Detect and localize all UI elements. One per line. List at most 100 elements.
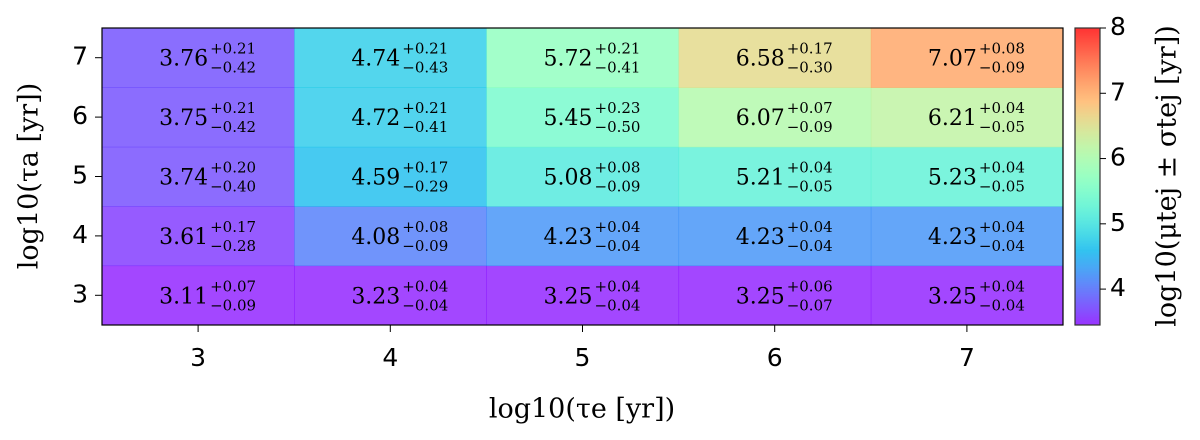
heatmap-cell: [678, 87, 872, 148]
cell-err-minus: −0.09: [787, 118, 833, 136]
heatmap-cell: [486, 146, 680, 207]
cell-err-minus: −0.41: [402, 118, 448, 136]
colorbar-tick-label: 8: [1110, 12, 1126, 41]
cell-value: 5.08: [544, 166, 593, 191]
x-axis-label: log10(τe [yr]): [489, 394, 675, 425]
cell-err-minus: −0.04: [787, 237, 833, 255]
cell-err-minus: −0.09: [402, 237, 448, 255]
cell-err-minus: −0.05: [979, 118, 1025, 136]
cell-err-plus: +0.04: [979, 159, 1025, 177]
cell-err-plus: +0.20: [210, 159, 256, 177]
heatmap-cell: [294, 28, 487, 88]
cell-err-minus: −0.28: [210, 237, 256, 255]
cell-value: 3.75: [159, 106, 208, 131]
cell-value: 3.25: [544, 284, 593, 309]
cell-err-plus: +0.21: [402, 99, 448, 117]
cell-err-plus: +0.07: [210, 277, 256, 295]
cell-err-minus: −0.05: [787, 178, 833, 196]
cell-err-minus: −0.04: [595, 237, 641, 255]
y-tick-label: 6: [72, 101, 88, 130]
cell-err-minus: −0.40: [210, 178, 256, 196]
cell-err-plus: +0.17: [210, 218, 256, 236]
cell-value: 4.59: [351, 166, 400, 191]
cell-err-minus: −0.04: [595, 296, 641, 314]
cell-value: 3.61: [159, 225, 208, 250]
cell-err-plus: +0.04: [979, 99, 1025, 117]
cell-value: 4.74: [351, 47, 400, 72]
y-tick-label: 4: [72, 220, 88, 249]
cell-err-minus: −0.09: [595, 178, 641, 196]
cell-err-minus: −0.04: [402, 296, 448, 314]
cell-err-plus: +0.21: [210, 40, 256, 58]
cell-value: 4.72: [351, 106, 400, 131]
cell-err-plus: +0.06: [787, 277, 833, 295]
heatmap-cell: [870, 146, 1064, 207]
heatmap-cell: [294, 146, 487, 207]
cell-err-minus: −0.04: [979, 296, 1025, 314]
cell-err-minus: −0.42: [210, 118, 256, 136]
heatmap-cell: [486, 28, 680, 88]
cell-err-minus: −0.42: [210, 59, 256, 77]
heatmap-cell: [486, 265, 680, 326]
cell-err-minus: −0.09: [979, 59, 1025, 77]
cell-err-minus: −0.41: [595, 59, 641, 77]
heatmap-cell: [294, 87, 487, 148]
cell-value: 6.07: [736, 106, 785, 131]
cell-err-plus: +0.21: [595, 40, 641, 58]
cell-value: 3.74: [159, 166, 208, 191]
heatmap-cell: [870, 206, 1064, 267]
cell-err-plus: +0.04: [787, 159, 833, 177]
heatmap-cell: [102, 87, 295, 148]
colorbar-tick-label: 5: [1110, 208, 1126, 237]
cell-err-minus: −0.04: [979, 237, 1025, 255]
cell-err-minus: −0.30: [787, 59, 833, 77]
cell-value: 4.08: [351, 225, 400, 250]
cell-value: 3.11: [159, 284, 208, 309]
heatmap-cell: [678, 28, 872, 88]
cell-value: 3.25: [736, 284, 785, 309]
cell-value: 4.23: [928, 225, 977, 250]
colorbar-tick-label: 4: [1110, 273, 1126, 302]
cell-value: 5.45: [544, 106, 593, 131]
heatmap-cell: [678, 146, 872, 207]
heatmap-cell: [102, 146, 295, 207]
colorbar-tick-label: 6: [1110, 143, 1126, 172]
cell-err-minus: −0.05: [979, 178, 1025, 196]
colorbar-tick-label: 7: [1110, 77, 1126, 106]
heatmap-cell: [102, 206, 295, 267]
cell-err-plus: +0.08: [402, 218, 448, 236]
cell-value: 7.07: [928, 47, 977, 72]
y-tick-label: 7: [72, 42, 88, 71]
cell-err-plus: +0.17: [787, 40, 833, 58]
cell-err-plus: +0.04: [979, 218, 1025, 236]
cell-err-minus: −0.07: [787, 296, 833, 314]
heatmap-cell: [870, 265, 1064, 326]
cell-err-plus: +0.21: [402, 40, 448, 58]
cell-err-plus: +0.04: [979, 277, 1025, 295]
heatmap-cell: [870, 87, 1064, 148]
cell-value: 4.23: [736, 225, 785, 250]
heatmap-cell: [102, 265, 295, 326]
cell-err-minus: −0.29: [402, 178, 448, 196]
cell-err-plus: +0.04: [595, 218, 641, 236]
x-tick-label: 7: [959, 343, 975, 372]
heatmap-cell: [486, 206, 680, 267]
x-tick-label: 4: [382, 343, 398, 372]
cell-err-plus: +0.08: [979, 40, 1025, 58]
cell-err-minus: −0.09: [210, 296, 256, 314]
y-axis-label: log10(τa [yr]): [14, 83, 45, 269]
cell-err-plus: +0.08: [595, 159, 641, 177]
cell-err-minus: −0.50: [595, 118, 641, 136]
cell-err-plus: +0.07: [787, 99, 833, 117]
x-tick-label: 6: [767, 343, 783, 372]
colorbar-label: log10(μtej ± σtej [yr]): [1152, 25, 1183, 327]
cell-value: 6.21: [928, 106, 977, 131]
heatmap-cell: [678, 265, 872, 326]
cell-err-plus: +0.04: [787, 218, 833, 236]
cell-err-plus: +0.17: [402, 159, 448, 177]
cell-err-plus: +0.04: [402, 277, 448, 295]
y-tick-label: 5: [72, 161, 88, 190]
cell-err-plus: +0.21: [210, 99, 256, 117]
heatmap-cell: [486, 87, 680, 148]
